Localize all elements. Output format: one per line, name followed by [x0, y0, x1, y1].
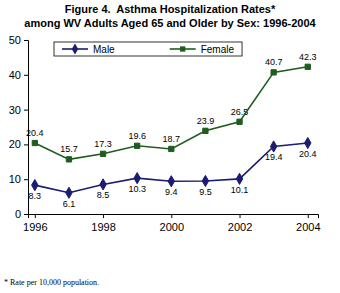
series-line [35, 67, 308, 160]
data-label: 8.3 [29, 191, 42, 201]
title: Figure 4. Asthma Hospitalization Rates* [65, 3, 276, 15]
y-tick: 20 [9, 138, 28, 150]
x-tick-mark [171, 214, 172, 218]
marker [270, 141, 276, 152]
legend-box [54, 42, 242, 56]
y-tick: 10 [9, 173, 28, 185]
data-labels: 8.3 6.1 8.5 10.3 9.4 9.5 10.1 19.4 20.4 20.4 15.7 1… [26, 52, 316, 209]
chart: Figure 4. Asthma Hospitalization Rates* a… [0, 0, 340, 293]
y-tick-mark [24, 75, 28, 76]
data-label: 10.3 [128, 184, 146, 194]
legend: Male Female [54, 42, 242, 56]
marker [305, 64, 310, 69]
y-tick-mark [24, 179, 28, 180]
y-tick-label: 30 [9, 104, 21, 116]
x-tick: 1996 [23, 214, 47, 233]
data-label: 42.3 [299, 52, 317, 62]
series-line [35, 143, 308, 193]
y-tick-mark [24, 40, 28, 41]
data-label: 23.9 [197, 116, 215, 126]
x-tick-label: 2002 [228, 221, 252, 233]
marker [66, 187, 72, 198]
data-label: 19.6 [128, 131, 146, 141]
marker [236, 173, 242, 184]
x-tick: 2004 [296, 214, 320, 233]
marker [169, 146, 174, 151]
plot: 0 10 20 30 40 50 1996 1998 2000 2002 2004 8.3 6.1 8.5… [9, 34, 321, 233]
marker [271, 70, 276, 75]
x-axis-line [29, 215, 319, 219]
y-tick: 40 [9, 69, 28, 81]
data-label: 10.1 [231, 185, 249, 195]
x-tick-mark [103, 214, 104, 218]
x-tick: 2000 [160, 214, 184, 233]
x-tick-label: 2004 [296, 221, 320, 233]
data-label: 20.4 [299, 149, 317, 159]
marker [32, 180, 38, 191]
x-tick-label: 1996 [23, 221, 47, 233]
legend-label: Male [93, 44, 115, 55]
x-tick-label: 1998 [91, 221, 115, 233]
y-tick-mark [24, 110, 28, 111]
y-tick-mark [24, 214, 28, 215]
data-label: 19.4 [265, 152, 283, 162]
marker [203, 128, 208, 133]
y-tick: 30 [9, 104, 28, 116]
marker [202, 175, 208, 186]
data-label: 15.7 [60, 144, 78, 154]
legend-marker [72, 43, 78, 54]
marker [168, 176, 174, 187]
footnote: * Rate per 10,000 population. [4, 278, 99, 287]
data-label: 6.1 [63, 199, 76, 209]
marker [100, 179, 106, 190]
x-axis: 1996 1998 2000 2002 2004 [23, 214, 320, 233]
x-tick-mark [240, 214, 241, 218]
data-label: 20.4 [26, 128, 44, 138]
marker [100, 151, 105, 156]
y-tick-label: 0 [15, 208, 21, 220]
y-tick-label: 40 [9, 69, 21, 81]
legend-marker [180, 46, 185, 51]
marker [32, 140, 37, 145]
x-tick: 1998 [91, 214, 115, 233]
data-label: 18.7 [163, 134, 181, 144]
marker [134, 173, 140, 184]
data-label: 8.5 [97, 190, 110, 200]
y-tick: 50 [9, 34, 28, 46]
data-label: 40.7 [265, 57, 283, 67]
x-tick-mark [35, 214, 36, 218]
y-tick-mark [24, 144, 28, 145]
title: among WV Adults Aged 65 and Older by Sex… [24, 17, 316, 29]
marker [66, 157, 71, 162]
data-label: 9.4 [165, 187, 178, 197]
data-label: 9.5 [199, 187, 212, 197]
y-tick-label: 20 [9, 138, 21, 150]
y-tick: 0 [15, 208, 28, 220]
x-tick-label: 2000 [160, 221, 184, 233]
marker [135, 143, 140, 148]
data-label: 17.3 [94, 139, 112, 149]
series-group [32, 64, 311, 198]
marker [237, 119, 242, 124]
x-tick: 2002 [228, 214, 252, 233]
y-tick-label: 10 [9, 173, 21, 185]
y-tick-label: 50 [9, 34, 21, 46]
marker [305, 137, 311, 148]
x-tick-mark [308, 214, 309, 218]
legend-label: Female [201, 44, 235, 55]
